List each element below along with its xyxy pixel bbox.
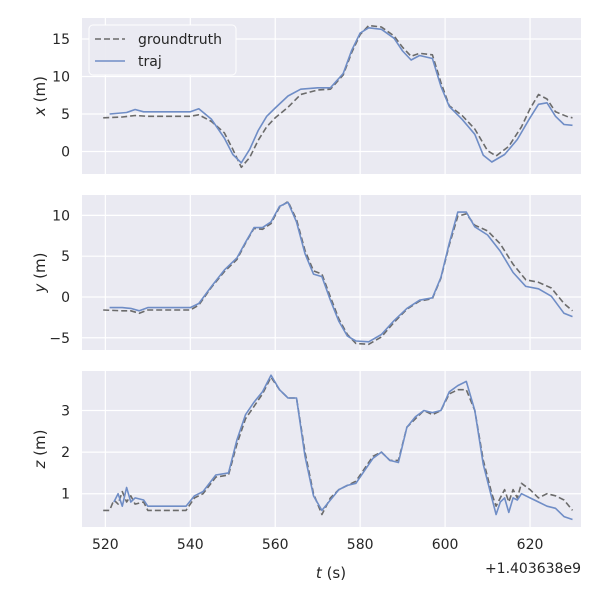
legend: groundtruth traj (88, 24, 237, 76)
panel-z-ytick-label: 2 (61, 445, 70, 461)
panel-y-ytick-label: −5 (49, 331, 70, 347)
xtick-label: 620 (517, 537, 544, 553)
x-offset-label: +1.403638e9 (485, 561, 581, 577)
panel-y-ytick-label: 10 (52, 208, 70, 224)
panel-x-ylabel: x (m) (31, 76, 49, 117)
panel-y-series-groundtruth (103, 200, 574, 346)
panel-z-series-groundtruth (103, 376, 574, 516)
panel-y-background (82, 195, 581, 350)
panel-z-ylabel: z (m) (31, 430, 49, 470)
legend-box (88, 24, 237, 76)
panel-z: 1 2 3 z (m) 520 540 560 580 600 620 (31, 371, 581, 553)
panel-y-ytick-label: 0 (61, 290, 70, 306)
xtick-label: 540 (177, 537, 204, 553)
panel-y: −5 0 5 10 y (m) (31, 195, 581, 350)
panel-y-series-traj (109, 201, 573, 343)
panel-x-series-traj (109, 27, 573, 164)
panel-z-background (82, 371, 581, 527)
panel-x-ytick-label: 5 (61, 107, 70, 123)
panel-x-ytick-label: 0 (61, 145, 70, 161)
panel-z-ytick-label: 3 (61, 404, 70, 420)
xtick-label: 520 (92, 537, 119, 553)
legend-label-groundtruth: groundtruth (138, 32, 222, 48)
xtick-label: 600 (432, 537, 459, 553)
panel-x-ytick-label: 10 (52, 70, 70, 86)
panel-x-ytick-label: 15 (52, 32, 70, 48)
panel-z-ytick-label: 1 (61, 487, 70, 503)
xtick-label: 560 (262, 537, 289, 553)
plot-panels: 0 5 10 15 x (m) −5 0 5 10 y (m) 1 2 3 z (m) 520 540 560 5… (31, 18, 581, 553)
panel-z-series-traj (113, 374, 573, 521)
panel-y-ylabel: y (m) (31, 253, 49, 294)
xtick-label: 580 (347, 537, 374, 553)
legend-label-traj: traj (138, 54, 162, 70)
x-axis-label: t (s) (316, 564, 346, 582)
panel-y-ytick-label: 5 (61, 249, 70, 265)
